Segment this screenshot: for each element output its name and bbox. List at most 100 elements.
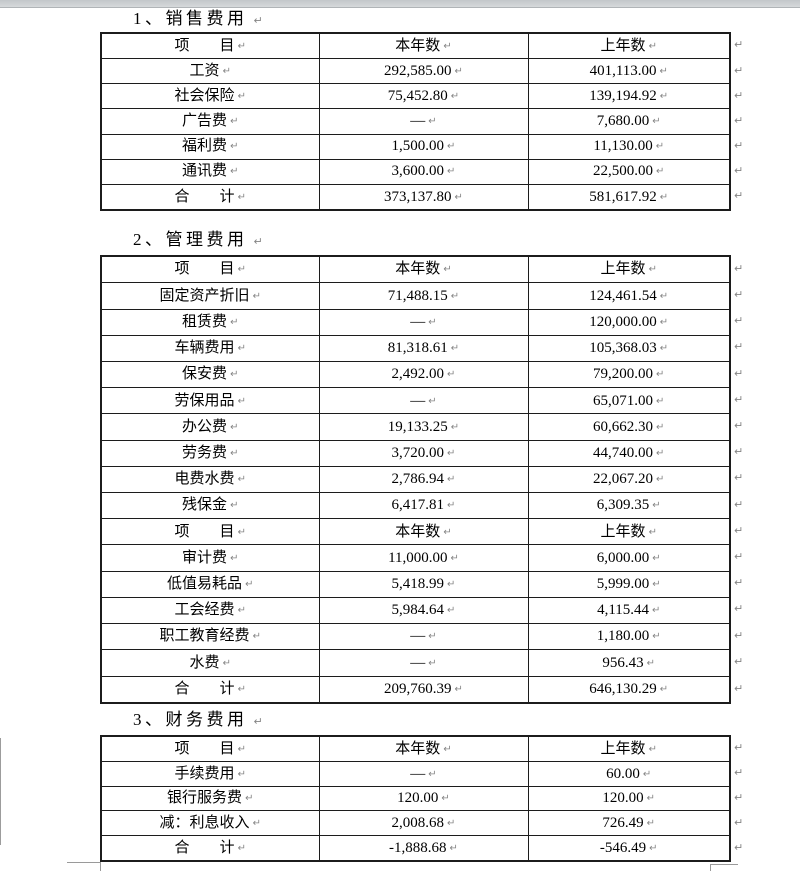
- table-cell[interactable]: — ↵: [318, 623, 529, 651]
- table-cell[interactable]: 车辆费用 ↵: [100, 334, 320, 363]
- table-cell[interactable]: 124,461.54 ↵: [527, 282, 731, 310]
- section-title-text[interactable]: 1、销售费用: [133, 9, 248, 28]
- table-cell[interactable]: 减：利息收入 ↵: [100, 810, 320, 837]
- table-cell[interactable]: 60,662.30 ↵: [527, 413, 731, 441]
- table-cell[interactable]: -1,888.68 ↵: [318, 835, 529, 862]
- table-cell[interactable]: 本年数 ↵: [318, 255, 529, 284]
- table-cell[interactable]: 保安费 ↵: [100, 361, 320, 389]
- section-title[interactable]: 1、销售费用 ↵: [133, 8, 800, 32]
- table-cell[interactable]: 项 目 ↵: [100, 518, 320, 546]
- table-cell[interactable]: 1,180.00 ↵: [527, 623, 731, 651]
- table-cell[interactable]: 本年数 ↵: [318, 735, 529, 762]
- table-cell[interactable]: 上年数 ↵: [527, 32, 731, 60]
- table-cell[interactable]: 22,067.20 ↵: [527, 465, 731, 494]
- table-cell[interactable]: — ↵: [318, 308, 529, 336]
- table-cell[interactable]: 上年数 ↵: [527, 518, 731, 546]
- table-cell[interactable]: 11,130.00 ↵: [527, 133, 731, 160]
- table-cell[interactable]: 福利费 ↵: [100, 133, 320, 160]
- table-cell[interactable]: 11,000.00 ↵: [318, 544, 529, 572]
- table-cell[interactable]: 60.00 ↵: [527, 760, 731, 787]
- table-cell[interactable]: 79,200.00 ↵: [527, 361, 731, 389]
- table-cell[interactable]: 劳务费 ↵: [100, 439, 320, 467]
- table-cell[interactable]: 292,585.00 ↵: [318, 58, 529, 85]
- table-row: 固定资产折旧 ↵ 71,488.15 ↵ 124,461.54 ↵: [100, 282, 731, 310]
- table-cell[interactable]: 2,492.00 ↵: [318, 361, 529, 389]
- table-cell[interactable]: 3,600.00 ↵: [318, 158, 529, 185]
- table-cell[interactable]: 5,984.64 ↵: [318, 596, 529, 625]
- table-cell[interactable]: 120.00 ↵: [318, 785, 529, 812]
- table-cell[interactable]: 合 计 ↵: [100, 183, 320, 211]
- table-cell[interactable]: 5,999.00 ↵: [527, 570, 731, 598]
- table-cell[interactable]: 项 目 ↵: [100, 735, 320, 762]
- table-cell[interactable]: 373,137.80 ↵: [318, 183, 529, 211]
- table-cell[interactable]: 7,680.00 ↵: [527, 108, 731, 135]
- table-cell[interactable]: 合 计 ↵: [100, 835, 320, 862]
- table-cell[interactable]: 本年数 ↵: [318, 32, 529, 60]
- table-cell[interactable]: 209,760.39 ↵: [318, 675, 529, 704]
- table-cell[interactable]: 审计费 ↵: [100, 544, 320, 572]
- table-cell[interactable]: 65,071.00 ↵: [527, 387, 731, 415]
- table-cell[interactable]: 19,133.25 ↵: [318, 413, 529, 441]
- table-cell[interactable]: 401,113.00 ↵: [527, 58, 731, 85]
- table-cell[interactable]: 低值易耗品 ↵: [100, 570, 320, 598]
- table-cell[interactable]: 22,500.00 ↵: [527, 158, 731, 185]
- table-cell[interactable]: 办公费 ↵: [100, 413, 320, 441]
- table-cell[interactable]: 上年数 ↵: [527, 255, 731, 284]
- table-cell[interactable]: 通讯费 ↵: [100, 158, 320, 185]
- table-cell[interactable]: — ↵: [318, 387, 529, 415]
- table-cell[interactable]: 残保金 ↵: [100, 492, 320, 520]
- table-cell[interactable]: 120.00 ↵: [527, 785, 731, 812]
- end-of-cell-mark-icon: ↵: [454, 66, 463, 78]
- table-cell[interactable]: 上年数 ↵: [527, 735, 731, 762]
- table-cell[interactable]: 项 目 ↵: [100, 32, 320, 60]
- table-cell[interactable]: 6,000.00 ↵: [527, 544, 731, 572]
- table-cell[interactable]: 105,368.03 ↵: [527, 334, 731, 363]
- cell-text: 合 计: [174, 681, 235, 697]
- table-cell[interactable]: 956.43 ↵: [527, 649, 731, 677]
- table-cell[interactable]: 726.49 ↵: [527, 810, 731, 837]
- table-cell[interactable]: 2,008.68 ↵: [318, 810, 529, 837]
- table-cell[interactable]: 1,500.00 ↵: [318, 133, 529, 160]
- cell-text: 上年数: [600, 37, 646, 54]
- table-cell[interactable]: 合 计 ↵: [100, 675, 320, 704]
- table-cell[interactable]: 银行服务费 ↵: [100, 785, 320, 812]
- table-cell[interactable]: 44,740.00 ↵: [527, 439, 731, 467]
- table-cell[interactable]: 120,000.00 ↵: [527, 308, 731, 336]
- table-cell[interactable]: 2,786.94 ↵: [318, 465, 529, 494]
- table-cell[interactable]: 581,617.92 ↵: [527, 183, 731, 211]
- table-row: 水费 ↵ — ↵ 956.43 ↵: [100, 649, 731, 677]
- table-cell[interactable]: 工资 ↵: [100, 58, 320, 85]
- cell-text: 低值易耗品: [167, 576, 243, 593]
- table-cell[interactable]: 本年数 ↵: [318, 518, 529, 546]
- table-cell[interactable]: 139,194.92 ↵: [527, 83, 731, 110]
- table-cell[interactable]: -546.49 ↵: [527, 835, 731, 862]
- table-cell[interactable]: 5,418.99 ↵: [318, 570, 529, 598]
- table-cell[interactable]: 646,130.29 ↵: [527, 675, 731, 704]
- section-title[interactable]: 2、管理费用 ↵: [133, 227, 800, 255]
- table-cell[interactable]: 3,720.00 ↵: [318, 439, 529, 467]
- table-cell[interactable]: 劳保用品 ↵: [100, 387, 320, 415]
- table-cell[interactable]: 社会保险 ↵: [100, 83, 320, 110]
- table-cell[interactable]: 6,309.35 ↵: [527, 492, 731, 520]
- table-cell[interactable]: — ↵: [318, 108, 529, 135]
- table-cell[interactable]: 广告费 ↵: [100, 108, 320, 135]
- table-cell[interactable]: 项 目 ↵: [100, 255, 320, 284]
- section-title-text[interactable]: 3、财务费用: [133, 710, 248, 729]
- table-cell[interactable]: 81,318.61 ↵: [318, 334, 529, 363]
- end-of-cell-mark-icon: ↵: [428, 395, 437, 407]
- table-cell[interactable]: 职工教育经费 ↵: [100, 623, 320, 651]
- table-cell[interactable]: 租赁费 ↵: [100, 308, 320, 336]
- table-cell[interactable]: 4,115.44 ↵: [527, 596, 731, 625]
- table-cell[interactable]: — ↵: [318, 649, 529, 677]
- table-cell[interactable]: 固定资产折旧 ↵: [100, 282, 320, 310]
- table-cell[interactable]: 手续费用 ↵: [100, 760, 320, 787]
- section-title-text[interactable]: 2、管理费用: [133, 230, 248, 249]
- table-cell[interactable]: — ↵: [318, 760, 529, 787]
- table-cell[interactable]: 水费 ↵: [100, 649, 320, 677]
- table-cell[interactable]: 工会经费 ↵: [100, 596, 320, 625]
- section-title[interactable]: 3、财务费用 ↵: [133, 707, 800, 735]
- table-cell[interactable]: 75,452.80 ↵: [318, 83, 529, 110]
- table-cell[interactable]: 6,417.81 ↵: [318, 492, 529, 520]
- table-cell[interactable]: 电费水费 ↵: [100, 465, 320, 494]
- table-cell[interactable]: 71,488.15 ↵: [318, 282, 529, 310]
